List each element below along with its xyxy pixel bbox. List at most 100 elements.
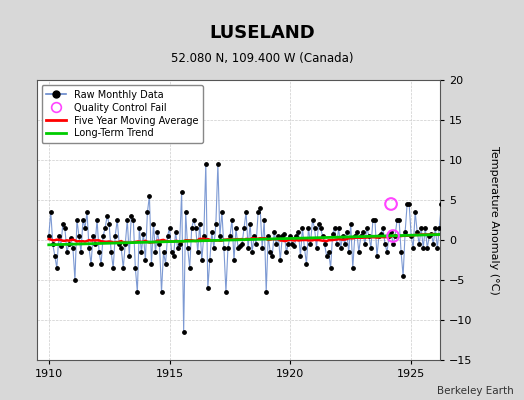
- Point: [151, 249, 160, 255]
- Point: [91, 241, 99, 247]
- Point: [202, 161, 210, 167]
- Point: [234, 245, 242, 251]
- Point: [367, 245, 375, 251]
- Point: [77, 249, 85, 255]
- Point: [262, 289, 270, 295]
- Point: [52, 265, 61, 271]
- Point: [181, 209, 190, 215]
- Point: [358, 229, 367, 235]
- Point: [208, 229, 216, 235]
- Point: [397, 249, 405, 255]
- Point: [298, 225, 307, 231]
- Point: [421, 225, 430, 231]
- Point: [143, 209, 151, 215]
- Point: [407, 233, 416, 239]
- Point: [334, 225, 343, 231]
- Point: [141, 257, 149, 263]
- Point: [395, 217, 403, 223]
- Point: [214, 161, 222, 167]
- Point: [292, 233, 301, 239]
- Point: [274, 233, 282, 239]
- Point: [131, 265, 139, 271]
- Point: [159, 249, 168, 255]
- Point: [232, 225, 240, 231]
- Point: [425, 233, 433, 239]
- Point: [129, 217, 137, 223]
- Point: [179, 329, 188, 335]
- Point: [205, 257, 214, 263]
- Point: [264, 233, 272, 239]
- Point: [252, 241, 260, 247]
- Point: [302, 261, 311, 267]
- Point: [319, 233, 327, 239]
- Point: [258, 245, 266, 251]
- Point: [107, 249, 115, 255]
- Point: [248, 249, 256, 255]
- Point: [345, 249, 353, 255]
- Point: [280, 230, 289, 237]
- Point: [85, 245, 93, 251]
- Point: [63, 249, 71, 255]
- Point: [369, 217, 377, 223]
- Point: [212, 221, 220, 227]
- Point: [429, 241, 438, 247]
- Point: [222, 289, 230, 295]
- Point: [125, 253, 134, 259]
- Point: [385, 233, 393, 239]
- Point: [200, 233, 208, 239]
- Point: [383, 249, 391, 255]
- Point: [49, 241, 57, 247]
- Point: [419, 245, 428, 251]
- Point: [45, 233, 53, 239]
- Point: [101, 225, 110, 231]
- Point: [163, 233, 172, 239]
- Point: [190, 217, 198, 223]
- Point: [224, 245, 232, 251]
- Point: [286, 233, 294, 239]
- Point: [178, 189, 186, 195]
- Point: [403, 201, 411, 207]
- Point: [308, 217, 316, 223]
- Point: [171, 229, 180, 235]
- Point: [379, 225, 387, 231]
- Point: [307, 241, 315, 247]
- Point: [105, 221, 113, 227]
- Point: [244, 245, 252, 251]
- Y-axis label: Temperature Anomaly (°C): Temperature Anomaly (°C): [489, 146, 499, 294]
- Point: [139, 230, 148, 237]
- Point: [79, 217, 87, 223]
- Point: [59, 221, 67, 227]
- Point: [133, 289, 141, 295]
- Point: [276, 257, 285, 263]
- Point: [57, 243, 65, 250]
- Point: [304, 225, 313, 231]
- Point: [254, 209, 263, 215]
- Point: [272, 241, 280, 247]
- Point: [176, 241, 184, 247]
- Point: [54, 233, 63, 239]
- Point: [109, 265, 117, 271]
- Point: [270, 229, 278, 235]
- Point: [81, 225, 89, 231]
- Point: [256, 205, 264, 211]
- Point: [111, 233, 119, 239]
- Point: [300, 245, 309, 251]
- Point: [145, 193, 154, 199]
- Point: [389, 241, 397, 247]
- Point: [310, 225, 319, 231]
- Point: [198, 257, 206, 263]
- Point: [236, 243, 244, 250]
- Point: [127, 213, 136, 219]
- Point: [381, 241, 389, 247]
- Point: [83, 209, 91, 215]
- Text: Berkeley Earth: Berkeley Earth: [437, 386, 514, 396]
- Point: [371, 217, 379, 223]
- Point: [401, 229, 409, 235]
- Point: [399, 273, 407, 279]
- Point: [220, 245, 228, 251]
- Point: [75, 233, 83, 239]
- Point: [216, 233, 224, 239]
- Point: [51, 253, 59, 259]
- Point: [314, 221, 323, 227]
- Point: [67, 234, 75, 241]
